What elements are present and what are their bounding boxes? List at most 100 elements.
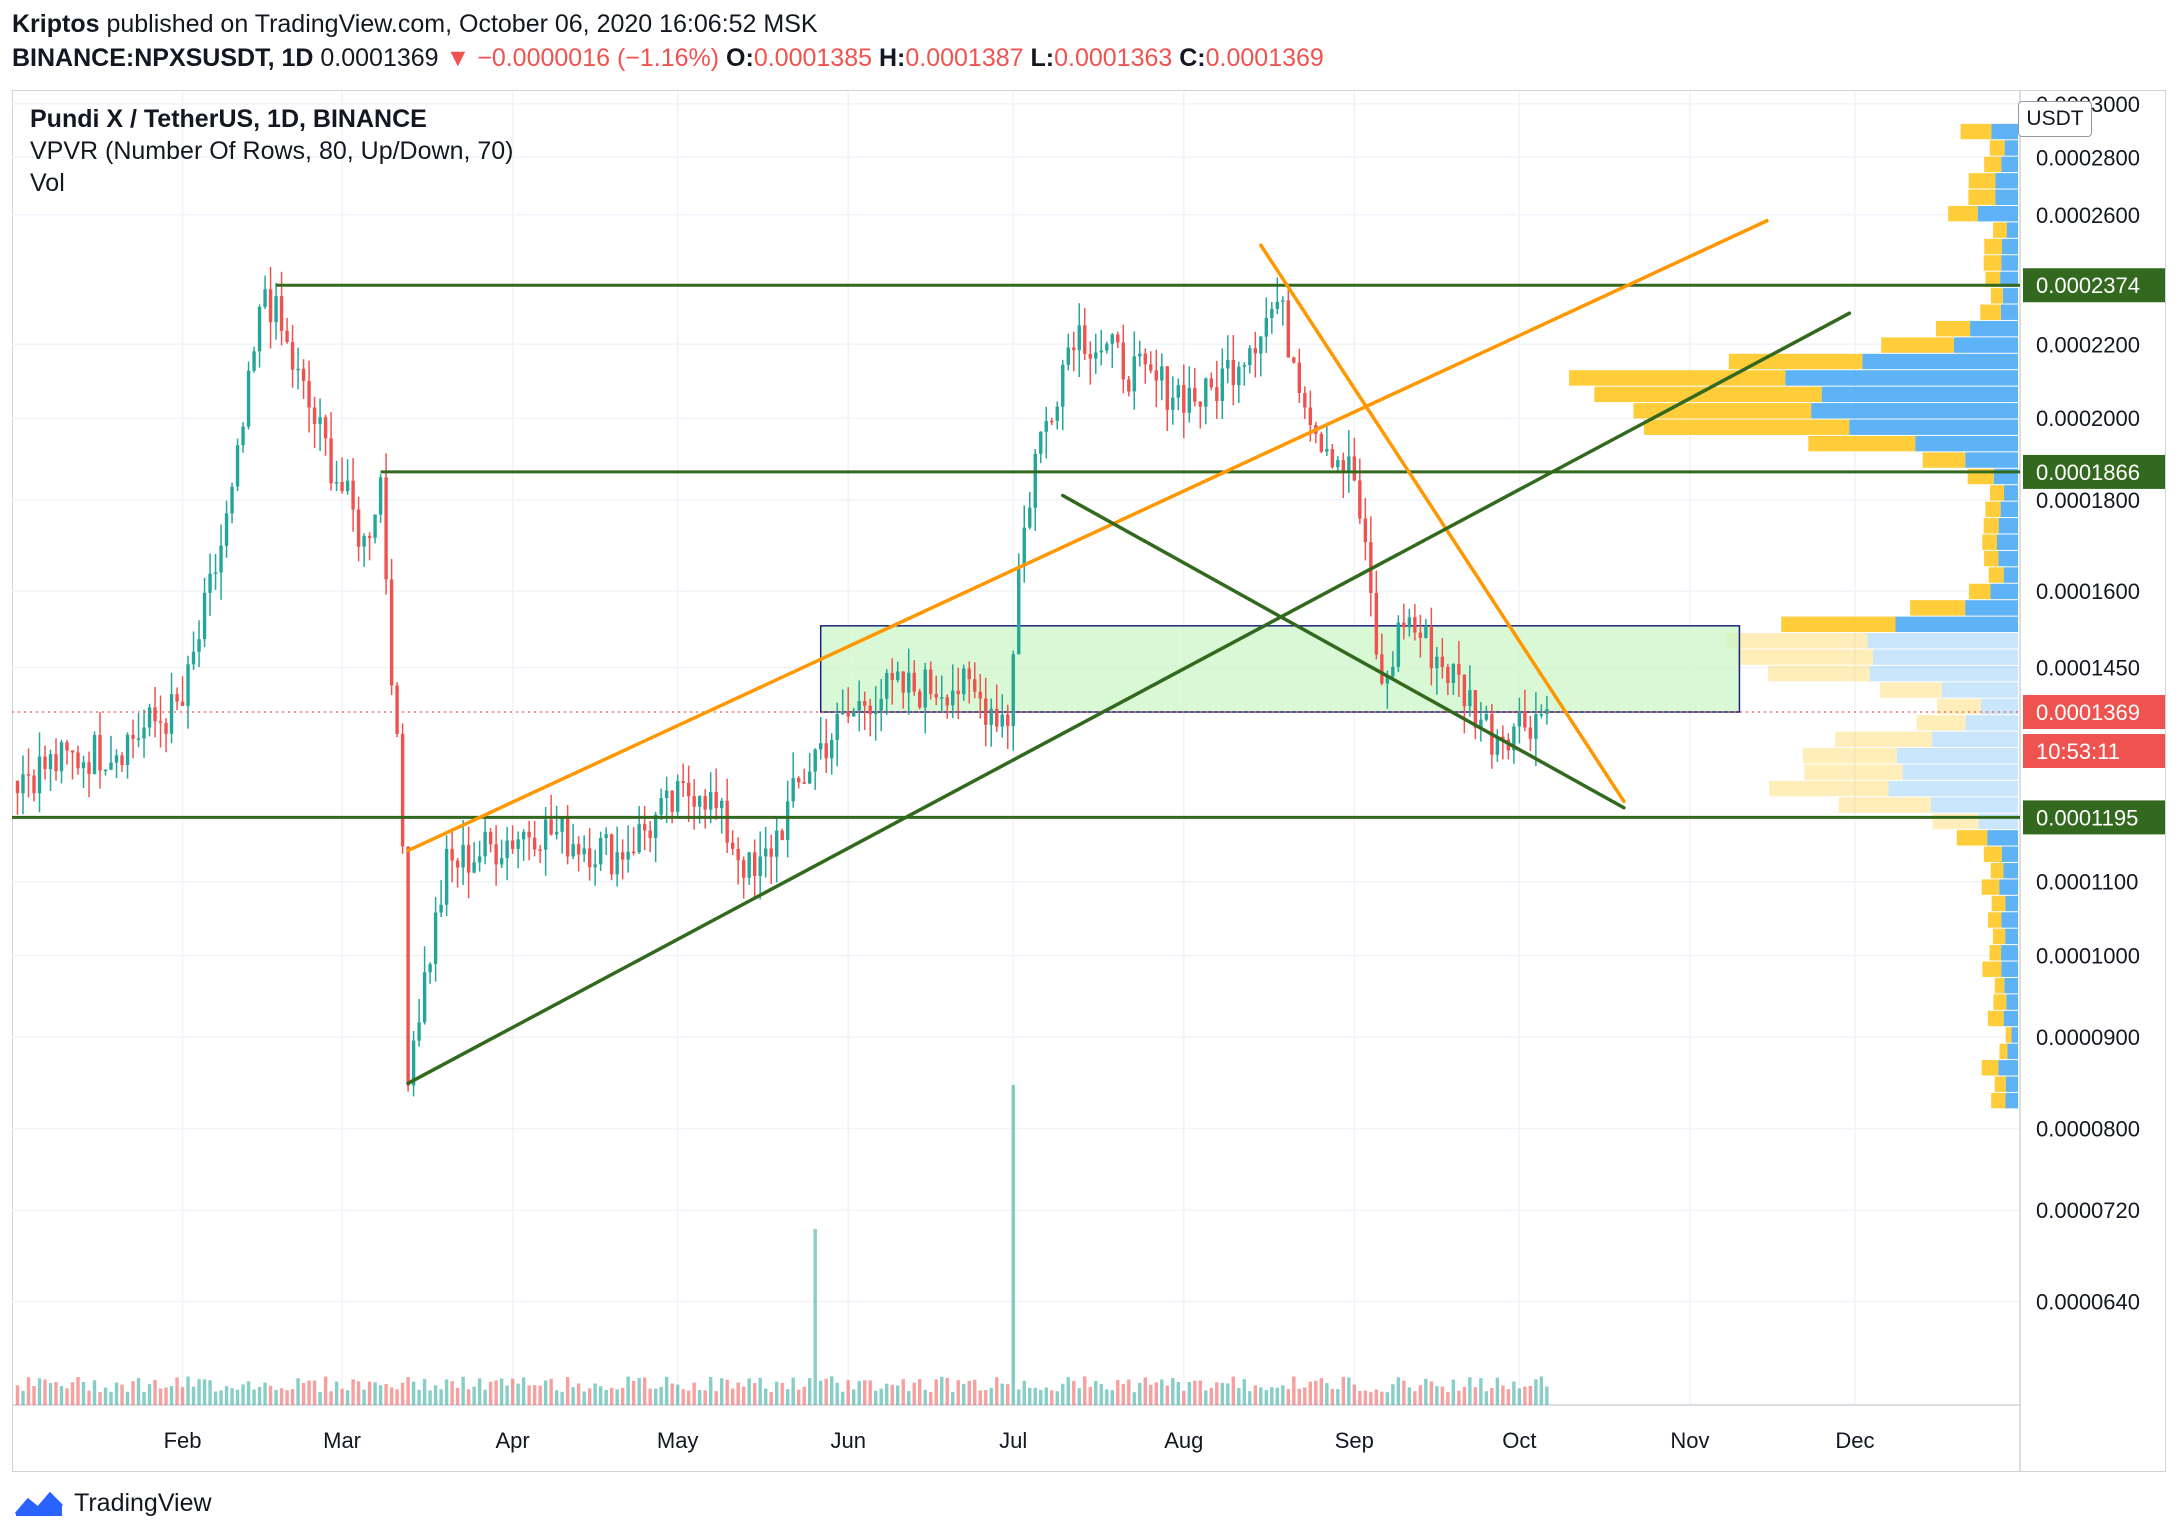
candle-body	[962, 668, 966, 695]
price-tick-label: 0.0001800	[2036, 488, 2140, 513]
volume-bar	[48, 1383, 53, 1405]
candle	[951, 664, 955, 719]
volume-profile-down-bar	[1983, 518, 1999, 534]
candle	[631, 827, 636, 856]
candle-body	[1545, 709, 1549, 715]
candle	[1440, 637, 1445, 679]
candle-body	[1259, 336, 1263, 354]
volume-bar	[92, 1380, 97, 1405]
candle	[1050, 417, 1054, 426]
legend-title: Pundi X / TetherUS, 1D, BINANCE	[30, 105, 427, 133]
volume-bar	[488, 1381, 493, 1405]
candle	[70, 750, 75, 780]
candle-body	[406, 846, 410, 1086]
volume-bar	[615, 1389, 619, 1405]
candle-body	[527, 831, 531, 838]
candle-body	[885, 673, 889, 699]
candle	[609, 833, 614, 881]
volume-profile-down-bar	[1880, 682, 1942, 698]
volume-bar	[147, 1384, 152, 1405]
volume-profile-up-bar	[2011, 1027, 2018, 1043]
candle-body	[252, 351, 256, 371]
volume-bar	[907, 1391, 911, 1405]
candle-body	[1391, 666, 1395, 677]
tradingview-logo[interactable]: TradingView	[14, 1488, 212, 1518]
candle	[125, 732, 130, 779]
price-tag-label: 0.0001195	[2036, 805, 2138, 830]
volume-bar	[543, 1380, 548, 1405]
volume-bar	[290, 1389, 295, 1405]
volume-bar	[230, 1388, 234, 1405]
candle-body	[615, 852, 619, 875]
candle-body	[995, 708, 999, 727]
volume-bar	[863, 1380, 867, 1405]
candle	[1242, 362, 1247, 386]
volume-bar	[1347, 1377, 1351, 1405]
candle	[1286, 289, 1291, 358]
volume-bar	[1336, 1389, 1340, 1405]
candle-body	[417, 1022, 421, 1041]
candle	[241, 422, 245, 453]
candle-body	[1462, 674, 1467, 707]
candle-body	[1138, 353, 1142, 357]
volume-bar	[1066, 1377, 1070, 1405]
candle	[422, 946, 427, 1025]
volume-bar	[681, 1389, 685, 1405]
candle	[813, 748, 817, 790]
volume-bar	[752, 1383, 757, 1405]
time-tick-label: Jul	[999, 1428, 1027, 1453]
volume-profile-up-bar	[1970, 320, 2018, 337]
candle-body	[1286, 300, 1291, 358]
volume-bar	[819, 1380, 823, 1405]
volume-profile-down-bar	[1808, 435, 1916, 452]
volume-bar	[356, 1381, 361, 1405]
candle-body	[549, 819, 553, 835]
volume-bar	[164, 1387, 168, 1405]
candle	[653, 811, 658, 863]
volume-profile-up-bar	[1981, 698, 2018, 715]
volume-profile-down-bar	[1910, 600, 1966, 616]
volume-bar	[125, 1391, 130, 1405]
candle	[329, 412, 333, 491]
volume-bar	[103, 1387, 108, 1405]
candle-body	[1440, 656, 1445, 668]
candle	[378, 474, 383, 523]
volume-profile-up-bar	[2005, 1076, 2018, 1092]
candle	[417, 999, 421, 1047]
currency-button[interactable]: USDT	[2018, 101, 2092, 137]
volume-profile-down-bar	[1988, 567, 2004, 583]
candle	[114, 749, 119, 778]
volume-bar	[43, 1379, 47, 1405]
candle	[142, 709, 146, 758]
candle-body	[37, 756, 42, 794]
volume-profile-up-bar	[1999, 879, 2018, 895]
volume-bar	[989, 1387, 993, 1405]
candle	[483, 816, 487, 865]
volume-bar	[527, 1385, 531, 1405]
volume-bar	[1171, 1377, 1175, 1405]
volume-profile-up-bar	[1991, 123, 2018, 140]
candle-body	[296, 368, 300, 371]
candle-body	[1495, 736, 1500, 755]
candle-body	[208, 573, 212, 593]
candle-body	[439, 904, 443, 913]
candle	[439, 880, 443, 918]
candle	[1011, 650, 1015, 751]
candle-body	[752, 852, 757, 877]
candle	[1072, 331, 1076, 372]
candle	[819, 717, 823, 760]
volume-bar	[235, 1389, 240, 1405]
candle	[879, 679, 883, 732]
green-trend-line	[406, 311, 1852, 1086]
volume-bar	[1242, 1379, 1247, 1405]
candle-body	[918, 691, 922, 708]
volume-bar	[1468, 1377, 1472, 1405]
volume-bar	[1506, 1389, 1511, 1405]
volume-profile-up-bar	[2003, 567, 2018, 583]
candle-body	[967, 668, 971, 680]
volume-bar	[428, 1390, 432, 1405]
volume-bar	[659, 1386, 663, 1405]
candle	[846, 687, 850, 724]
candle-body	[852, 710, 856, 717]
